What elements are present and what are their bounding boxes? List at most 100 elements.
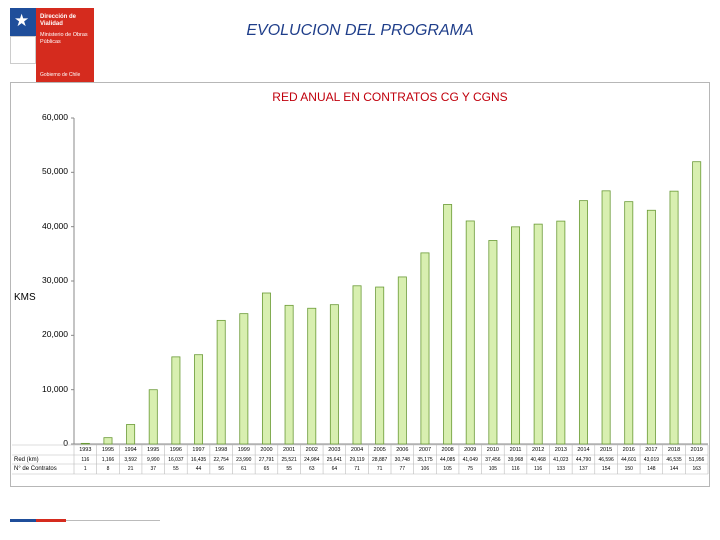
star-icon: ★ <box>14 11 30 30</box>
contracts-cell: 133 <box>556 466 565 472</box>
km-cell: 24,984 <box>304 457 320 463</box>
logo: ★ Dirección de Vialidad Ministerio de Ob… <box>10 8 94 82</box>
km-cell: 3,592 <box>124 457 137 463</box>
bar <box>126 424 136 445</box>
y-tick-label: 40,000 <box>42 220 68 231</box>
km-cell: 44,601 <box>621 457 637 463</box>
year-cell: 2012 <box>532 447 545 453</box>
contracts-cell: 163 <box>692 466 701 472</box>
year-cell: 2004 <box>350 447 364 453</box>
chart-frame <box>10 82 710 487</box>
bar <box>556 220 566 445</box>
y-tick-label: 60,000 <box>42 112 68 122</box>
km-cell: 40,468 <box>530 457 546 463</box>
km-cell: 43,019 <box>643 457 660 463</box>
bar <box>488 240 498 445</box>
year-cell: 2003 <box>328 447 341 453</box>
bar <box>284 304 294 445</box>
table-row-label: Red (km) <box>14 457 39 463</box>
year-cell: 2010 <box>486 447 499 453</box>
km-cell: 30,748 <box>394 457 410 463</box>
km-cell: 44,790 <box>575 457 592 463</box>
year-cell: 1999 <box>237 447 250 453</box>
contracts-cell: 144 <box>669 466 679 472</box>
bar <box>511 226 521 445</box>
bar <box>465 220 475 445</box>
bar <box>646 209 656 445</box>
bar <box>692 161 702 445</box>
km-cell: 28,887 <box>372 457 388 463</box>
bar <box>80 442 90 445</box>
km-cell: 116 <box>81 457 90 463</box>
bar <box>194 354 204 445</box>
chart-title: RED ANUAL EN CONTRATOS CG Y CGNS <box>272 90 508 104</box>
km-cell: 25,521 <box>281 457 297 463</box>
y-tick-label: 0 <box>63 438 68 448</box>
km-cell: 9,990 <box>146 457 160 463</box>
bar <box>216 319 226 445</box>
y-axis-label: KMS <box>14 292 36 303</box>
bar <box>397 276 407 445</box>
year-cell: 2013 <box>554 447 567 453</box>
contracts-cell: 154 <box>601 466 611 472</box>
km-cell: 16,037 <box>168 457 184 463</box>
year-cell: 2009 <box>464 447 477 453</box>
km-cell: 41,023 <box>553 457 569 463</box>
year-cell: 2002 <box>305 447 318 453</box>
bar <box>352 285 362 445</box>
year-cell: 2014 <box>577 447 590 453</box>
contracts-cell: 8 <box>106 466 110 472</box>
bar <box>375 286 385 445</box>
year-cell: 2017 <box>645 447 658 453</box>
contracts-cell: 116 <box>534 466 543 472</box>
km-cell: 22,754 <box>213 457 229 463</box>
contracts-cell: 55 <box>173 466 179 472</box>
contracts-cell: 106 <box>420 466 430 472</box>
year-cell: 2008 <box>441 447 454 453</box>
flag-blue-field: ★ <box>10 8 36 36</box>
contracts-cell: 56 <box>218 466 224 472</box>
contracts-cell: 37 <box>150 466 157 472</box>
year-cell: 2000 <box>260 447 273 453</box>
bar <box>171 356 181 445</box>
year-cell: 2001 <box>282 447 296 453</box>
contracts-cell: 65 <box>263 466 270 472</box>
year-cell: 1994 <box>124 447 137 453</box>
y-tick-label: 50,000 <box>42 166 68 177</box>
year-cell: 1993 <box>79 447 92 453</box>
bar <box>103 437 113 445</box>
km-cell: 51,956 <box>689 457 705 463</box>
contracts-cell: 150 <box>624 466 633 472</box>
year-cell: 1995 <box>101 447 115 453</box>
year-cell: 1996 <box>169 447 182 453</box>
contracts-cell: 63 <box>308 466 315 472</box>
km-cell: 46,535 <box>666 457 682 463</box>
footer-blue-stripe <box>10 519 36 522</box>
km-cell: 39,968 <box>507 457 524 463</box>
contracts-cell: 105 <box>488 466 498 472</box>
bar <box>624 201 634 445</box>
bar <box>261 292 271 445</box>
contracts-cell: 71 <box>354 466 360 472</box>
year-cell: 2006 <box>396 447 409 453</box>
logo-org-name: Dirección de Vialidad <box>40 14 77 27</box>
km-cell: 46,596 <box>598 457 614 463</box>
bar <box>329 304 339 445</box>
contracts-cell: 21 <box>127 466 134 472</box>
contracts-cell: 1 <box>83 466 87 472</box>
bar <box>307 307 317 445</box>
contracts-cell: 71 <box>376 466 383 472</box>
year-cell: 2015 <box>599 447 613 453</box>
contracts-cell: 116 <box>511 466 520 472</box>
contracts-cell: 61 <box>241 466 247 472</box>
y-tick-label: 20,000 <box>42 329 68 340</box>
km-cell: 1,166 <box>101 457 115 463</box>
y-tick-label: 10,000 <box>42 383 68 394</box>
km-cell: 29,119 <box>349 457 365 463</box>
year-cell: 1997 <box>192 447 205 453</box>
year-cell: 2016 <box>622 447 635 453</box>
contracts-cell: 44 <box>195 466 202 472</box>
contracts-cell: 77 <box>399 466 406 472</box>
bar <box>239 313 249 445</box>
